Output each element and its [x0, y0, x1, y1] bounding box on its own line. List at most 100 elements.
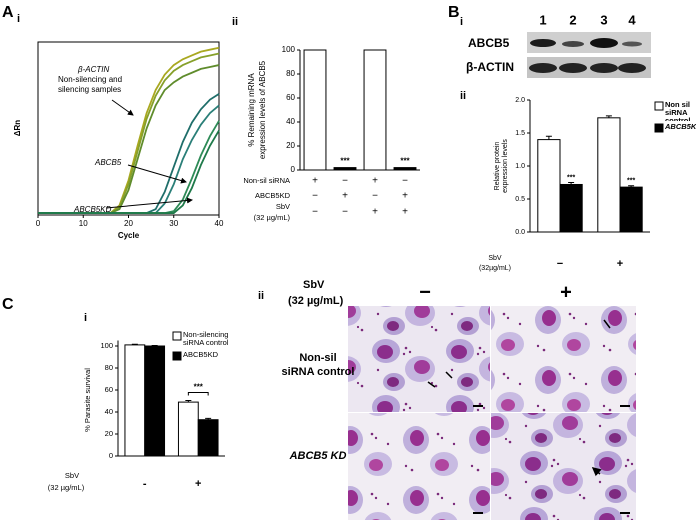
legend-text-box: ABCB5KD: [665, 123, 696, 131]
blot-strip: [527, 57, 651, 78]
x-tick-label: 0: [36, 219, 41, 228]
significance-bracket: [187, 391, 209, 396]
condition-sign: −: [342, 207, 348, 218]
y-tick-label: 40: [286, 117, 295, 126]
y-tick-label: 20: [286, 141, 295, 150]
western-blot: 1 2 3 4 ABCB5 β-ACTIN: [466, 12, 651, 78]
blot-band: [562, 41, 584, 47]
y-axis-label: Relative protein: [494, 142, 501, 191]
panel-label: i: [17, 13, 20, 25]
bar: [537, 139, 561, 233]
panel-label: i: [84, 312, 87, 324]
error-bar: [185, 399, 192, 403]
scale-bar: [473, 405, 483, 407]
y-tick-label: 100: [282, 45, 296, 54]
error-bar: [131, 343, 138, 345]
x-tick-label: −: [557, 258, 563, 270]
bar: [124, 344, 146, 457]
x-tick-label: +: [195, 478, 201, 490]
row-label: ABCB5 KD: [289, 450, 347, 462]
panel-label: B: [448, 4, 460, 21]
y-axis-label: expression levels of ABCB5: [258, 60, 267, 159]
y-tick-label: 80: [286, 69, 295, 78]
legend-swatch: [172, 331, 182, 341]
row-label: Non-sil: [299, 352, 336, 364]
condition-label: (32 µg/mL): [288, 295, 344, 307]
x-axis-label: SbV: [65, 471, 79, 480]
y-tick-label: 60: [286, 93, 295, 102]
bar: [333, 167, 357, 171]
amplification-curve: [38, 120, 220, 214]
condition-sign: +: [402, 207, 408, 218]
lane-label: 4: [628, 12, 636, 27]
condition-sign: −: [372, 191, 378, 202]
legend-label: Non-silencing siRNA control: [183, 331, 229, 347]
annotation: Non-silencing and: [58, 75, 122, 84]
micrographs: SbV (32 µg/mL) − + Non-sil siRNA control…: [282, 279, 636, 520]
error-bar: [545, 135, 552, 140]
condition-sign: −: [312, 191, 318, 202]
blot-band: [529, 63, 557, 73]
blot-band: [590, 63, 618, 73]
y-tick-label: 100: [100, 341, 113, 350]
error-bar: [205, 417, 212, 420]
y-tick-label: 2.0: [515, 97, 525, 104]
column-label: +: [560, 281, 572, 303]
annotation: ABCB5: [94, 158, 122, 167]
condition-sign: +: [372, 176, 378, 187]
significance-label: ***: [400, 157, 410, 166]
bar: [144, 345, 166, 457]
condition-sign: +: [312, 176, 318, 187]
lane-label: 2: [569, 12, 576, 27]
legend-swatch: [172, 351, 182, 361]
error-bar: [568, 182, 575, 185]
blot-band: [559, 63, 587, 73]
legend-text-box: Non-silencing siRNA control: [183, 331, 229, 347]
x-axis-label: (32µg/mL): [479, 265, 511, 272]
y-axis-label: expression levels: [502, 139, 509, 193]
x-tick-label: 40: [215, 219, 224, 228]
condition-label: SbV: [303, 279, 325, 291]
blot-band: [590, 38, 618, 48]
scale-bar: [620, 512, 630, 514]
y-tick-label: 80: [105, 363, 113, 372]
y-tick-label: 0.0: [515, 229, 525, 236]
scale-bar: [620, 405, 630, 407]
legend-label: ABCB5KD: [183, 351, 219, 359]
y-tick-label: 20: [105, 429, 113, 438]
legend-text-box: ABCB5KD: [183, 351, 219, 359]
annotation-arrow: [111, 99, 134, 116]
panel-label: A: [2, 4, 14, 21]
significance-label: ***: [194, 383, 204, 392]
condition-label: (32 µg/mL): [254, 213, 291, 222]
condition-sign: −: [312, 207, 318, 218]
condition-sign: +: [402, 191, 408, 202]
panel-label: ii: [258, 290, 264, 302]
x-tick-label: -: [143, 478, 147, 490]
panel-label: ii: [460, 90, 466, 102]
micrograph: [491, 413, 636, 520]
legend-label: Non sil siRNA control: [665, 101, 691, 121]
panel-label: C: [2, 296, 14, 313]
legend-swatch: [654, 123, 664, 133]
bar: [303, 49, 327, 171]
condition-label: Non-sil siRNA: [243, 176, 290, 185]
micrograph: [348, 306, 490, 412]
x-tick-label: +: [617, 258, 623, 270]
significance-label: ***: [340, 157, 350, 166]
y-tick-label: 0.5: [515, 196, 525, 203]
annotation-arrow: [105, 197, 193, 209]
scale-bar: [473, 512, 483, 514]
row-label: siRNA control: [282, 366, 355, 378]
annotation: ABCB5KD: [73, 205, 112, 214]
annotation: β-ACTIN: [77, 65, 109, 74]
error-bar: [605, 115, 612, 118]
error-bar: [151, 344, 158, 346]
legend-text-box: Non sil siRNA control: [665, 101, 691, 121]
y-tick-label: 1.0: [515, 163, 525, 170]
x-axis-label: Cycle: [118, 231, 140, 240]
y-tick-label: 40: [105, 407, 113, 416]
condition-sign: +: [342, 191, 348, 202]
